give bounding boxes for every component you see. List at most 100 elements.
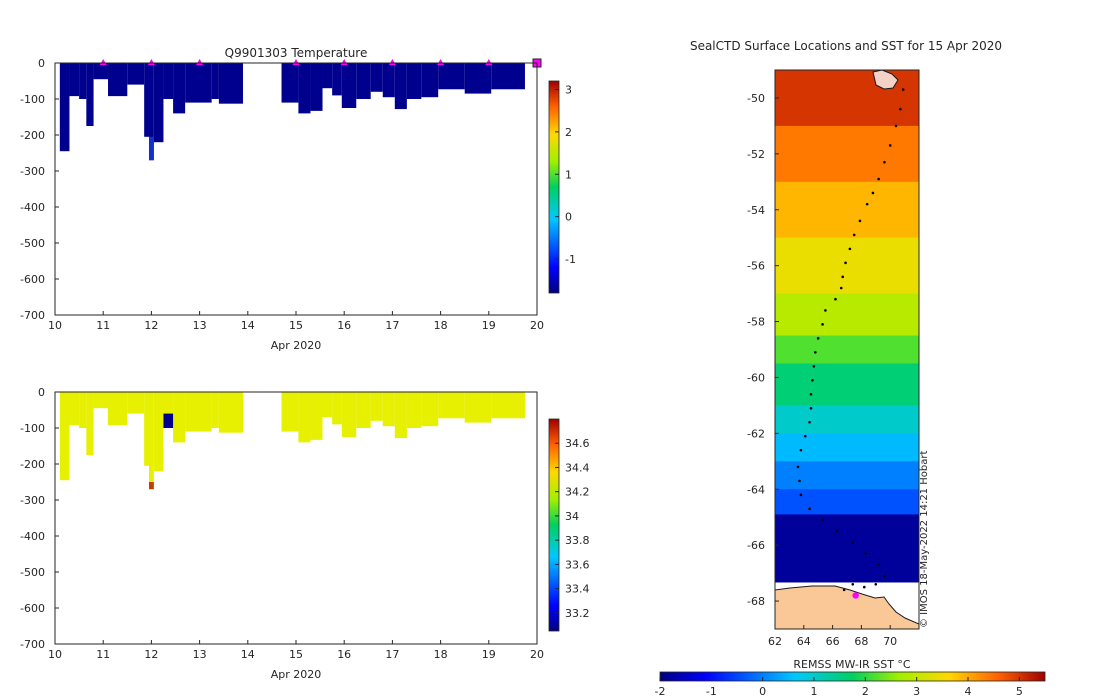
temperature-profile-bar	[69, 63, 80, 97]
temperature-xtick-label: 15	[289, 319, 303, 332]
temperature-xtick-label: 12	[144, 319, 158, 332]
track-point	[888, 144, 892, 147]
salinity-profile-bar	[406, 392, 422, 428]
map-xtick-label: 64	[797, 635, 811, 648]
sst-band	[775, 405, 919, 435]
temperature-xtick-label: 17	[385, 319, 399, 332]
temperature-xtick-label: 14	[241, 319, 255, 332]
temperature-profile-bar	[341, 63, 357, 108]
salinity-colorbar-tick-label: 33.2	[565, 607, 590, 620]
temperature-profile-bar	[356, 63, 371, 99]
temperature-ytick-label: -200	[20, 129, 45, 142]
antarctic-coast	[775, 70, 919, 629]
sst-map-panel: SealCTD Surface Locations and SST for 15…	[655, 39, 1046, 698]
temperature-profile-bar	[148, 63, 154, 161]
track-point	[858, 219, 862, 223]
salinity-xtick-label: 17	[385, 648, 399, 661]
track-point	[862, 585, 866, 589]
sst-band	[775, 433, 919, 463]
track-point	[835, 529, 839, 533]
track-point	[799, 493, 803, 497]
track-point	[821, 323, 824, 326]
salinity-profile-bar	[93, 392, 109, 409]
temperature-ytick-label: -300	[20, 165, 45, 178]
salinity-profile-bar	[144, 392, 149, 466]
north-island-outline	[872, 70, 899, 90]
temperature-xtick-label: 19	[482, 319, 496, 332]
track-point	[894, 124, 898, 128]
salinity-profile-bar	[185, 392, 212, 432]
salinity-colorbar-tick-label: 33.6	[565, 558, 590, 571]
surface-marker	[388, 59, 396, 65]
temperature-colorbar-tick-label: 0	[565, 211, 572, 224]
track-point	[877, 563, 880, 567]
salinity-xlabel: Apr 2020	[271, 668, 322, 681]
salinity-profile-bar	[281, 392, 299, 432]
map-xtick-label: 66	[826, 635, 840, 648]
track-point	[841, 275, 844, 279]
surface-marker	[147, 59, 155, 65]
temperature-xtick-label: 18	[434, 319, 448, 332]
salinity-profile-bar	[59, 392, 70, 481]
track-point	[799, 448, 803, 452]
imos-credit: © IMOS 18-May-2022 14:21 Hobart	[919, 451, 930, 628]
track-point	[842, 588, 846, 592]
salinity-profile-bar	[421, 392, 439, 427]
temperature-profile-bar	[406, 63, 422, 99]
salinity-profile-bar	[370, 392, 383, 421]
salinity-profile-bar	[341, 392, 357, 437]
salinity-xtick-label: 11	[96, 648, 110, 661]
sst-colorbar-tick-label: -2	[655, 685, 666, 698]
temperature-ytick-label: -700	[20, 309, 45, 322]
temperature-profile-bar	[86, 63, 94, 126]
salinity-ytick-label: -600	[20, 602, 45, 615]
temperature-ytick-label: -400	[20, 201, 45, 214]
track-point	[848, 247, 852, 251]
salinity-profile-bar	[127, 392, 145, 414]
temperature-xtick-label: 11	[96, 319, 110, 332]
temperature-profile-bar	[370, 63, 383, 92]
track-point	[796, 465, 800, 469]
temperature-colorbar-tick-label: 1	[565, 168, 572, 181]
sst-colorbar	[659, 671, 1046, 682]
track-point	[874, 582, 878, 586]
salinity-profile-bar	[211, 392, 219, 428]
map-xtick-label: 68	[854, 635, 868, 648]
track-point	[809, 406, 813, 410]
salinity-colorbar-ticks: 34.6 34.4 34.2 34 33.8 33.6 33.4 33.2	[555, 437, 590, 620]
salinity-colorbar-tick-label: 34	[565, 510, 579, 523]
map-ytick-label: -54	[747, 204, 765, 217]
salinity-ytick-label: 0	[38, 386, 45, 399]
map-ytick-label: -66	[747, 539, 765, 552]
temperature-title: Q9901303 Temperature	[225, 46, 368, 60]
track-point	[808, 507, 811, 511]
salinity-xtick-label: 20	[530, 648, 544, 661]
salinity-ytick-label: -500	[20, 566, 45, 579]
salinity-panel: 10 11 12 13 14 15 16 17 18 19 20 0 -100 -200 -300 -400 -…	[20, 386, 589, 681]
sst-map-frame	[774, 69, 920, 630]
track-point	[864, 552, 868, 555]
map-ytick-label: -64	[747, 483, 765, 496]
salinity-xtick-label: 15	[289, 648, 303, 661]
temperature-profile-bar	[127, 63, 145, 85]
map-ytick-label: -58	[747, 316, 765, 329]
salinity-profile-bar	[148, 392, 154, 490]
salinity-profile-bar	[310, 392, 323, 440]
track-point	[821, 518, 824, 522]
sst-colorbar-tick-label: 5	[1016, 685, 1023, 698]
map-ytick-label: -56	[747, 260, 765, 273]
salinity-profile-bar	[322, 392, 333, 418]
sst-colorbar-tick-label: 0	[759, 685, 766, 698]
temperature-profile-bar	[322, 63, 333, 89]
sst-band	[775, 237, 919, 295]
sst-colorbar-tick-label: 3	[913, 685, 920, 698]
track-point	[865, 202, 869, 206]
track-point	[812, 364, 816, 368]
temperature-profile-bar	[153, 63, 164, 143]
temperature-xtick-label: 20	[530, 319, 544, 332]
temperature-profile-bar	[464, 63, 492, 94]
temperature-profile-bar	[394, 63, 407, 110]
surface-marker	[99, 59, 107, 65]
land-area	[775, 585, 919, 629]
